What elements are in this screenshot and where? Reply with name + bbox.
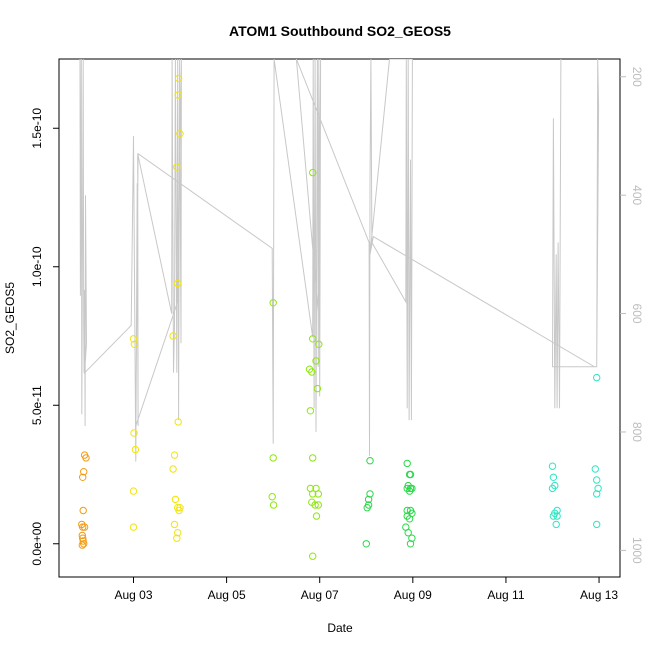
data-point: [269, 299, 277, 307]
data-point: [170, 451, 179, 459]
data-point: [408, 534, 416, 542]
y-axis: 0.0e+00 5.0e-11 1.0e-10 1.5e-10: [30, 108, 59, 566]
data-point: [314, 501, 322, 509]
data-point: [315, 340, 323, 348]
right-pressure-axis: 200 400 600 800 1000: [620, 67, 644, 564]
data-point: [79, 537, 87, 545]
data-point: [314, 490, 322, 498]
data-point: [79, 473, 87, 481]
x-tick-label: Aug 11: [487, 588, 524, 602]
y-tick-label: 0.0e+00: [30, 522, 44, 566]
pressure-line-layer: [79, 59, 600, 462]
y2-tick-label: 600: [630, 304, 644, 324]
data-point: [405, 515, 414, 523]
data-point: [130, 340, 139, 348]
y-axis-label: SO2_GEOS5: [3, 282, 17, 354]
data-point: [308, 368, 316, 376]
data-point: [169, 332, 177, 340]
data-point: [129, 335, 138, 343]
y2-tick-label: 1000: [630, 537, 644, 564]
data-point: [403, 459, 411, 468]
data-point: [269, 454, 277, 462]
data-point: [309, 335, 317, 343]
data-point: [79, 534, 87, 542]
data-point: [593, 373, 601, 382]
data-point: [548, 484, 557, 493]
x-tick-label: Aug 05: [208, 588, 246, 602]
data-point: [82, 454, 90, 462]
data-point: [131, 445, 140, 454]
data-point: [309, 490, 317, 498]
plot-area: [58, 58, 621, 578]
data-point: [549, 473, 558, 481]
x-tick-label: Aug 09: [394, 588, 432, 602]
data-point: [170, 520, 179, 529]
y-tick-label: 1.0e-10: [30, 246, 44, 287]
data-point: [78, 541, 87, 549]
data-point: [176, 130, 184, 138]
data-point: [364, 495, 373, 504]
data-point: [174, 279, 182, 288]
x-tick-label: Aug 03: [114, 588, 152, 602]
data-point: [268, 493, 276, 501]
data-point: [552, 520, 560, 529]
data-point: [174, 529, 182, 537]
data-point: [594, 484, 602, 493]
data-point: [312, 512, 321, 520]
data-points-layer: [78, 74, 602, 560]
data-point: [553, 512, 561, 520]
data-point: [129, 523, 138, 531]
data-point: [79, 506, 87, 515]
chart-title: ATOM1 Southbound SO2_GEOS5: [229, 23, 451, 39]
data-point: [309, 454, 317, 462]
data-point: [171, 495, 180, 504]
data-point: [269, 501, 278, 509]
data-point: [129, 487, 138, 495]
y2-tick-label: 800: [630, 422, 644, 442]
data-point: [405, 487, 414, 495]
pressure-trace: [79, 59, 600, 462]
data-point: [175, 506, 183, 515]
data-point: [80, 540, 88, 548]
data-point: [309, 552, 317, 560]
data-point: [78, 531, 87, 540]
data-point: [173, 163, 181, 171]
data-point: [363, 504, 371, 512]
data-point: [313, 384, 322, 393]
data-point: [405, 470, 414, 479]
data-point: [593, 490, 601, 498]
data-point: [306, 407, 315, 415]
data-point: [362, 540, 370, 548]
data-point: [406, 540, 415, 548]
data-point: [549, 512, 558, 520]
x-tick-label: Aug 07: [301, 588, 339, 602]
y-tick-label: 1.5e-10: [30, 108, 44, 149]
data-point: [173, 534, 181, 542]
data-point: [80, 523, 89, 531]
data-point: [174, 74, 183, 83]
data-point: [593, 476, 601, 484]
data-point: [80, 468, 88, 476]
data-point: [169, 465, 177, 473]
y2-tick-label: 200: [630, 67, 644, 87]
x-tick-label: Aug 13: [580, 588, 618, 602]
data-point: [591, 465, 599, 473]
data-point: [366, 490, 374, 498]
y2-tick-label: 400: [630, 185, 644, 205]
data-point: [366, 457, 374, 465]
data-point: [309, 168, 317, 177]
x-axis: Aug 03 Aug 05 Aug 07 Aug 09 Aug 11 Aug 13: [114, 577, 618, 602]
data-point: [174, 91, 182, 99]
y-tick-label: 5.0e-11: [30, 385, 44, 425]
data-point: [312, 357, 320, 365]
data-point: [130, 429, 138, 437]
data-point: [311, 501, 319, 509]
data-point: [548, 462, 557, 470]
x-axis-label: Date: [327, 621, 353, 635]
data-point: [404, 529, 412, 537]
data-point: [174, 418, 182, 426]
data-point: [593, 520, 601, 529]
data-point: [79, 523, 87, 531]
